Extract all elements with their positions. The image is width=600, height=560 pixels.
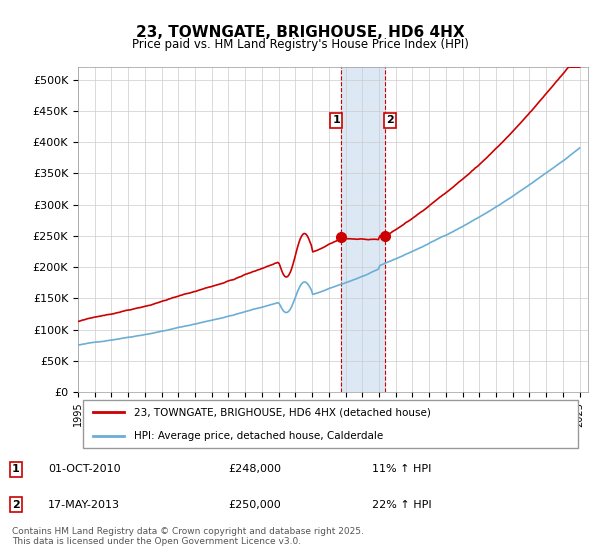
Text: 17-MAY-2013: 17-MAY-2013 [48, 500, 120, 510]
Text: 11% ↑ HPI: 11% ↑ HPI [372, 464, 431, 474]
Text: 23, TOWNGATE, BRIGHOUSE, HD6 4HX: 23, TOWNGATE, BRIGHOUSE, HD6 4HX [136, 25, 464, 40]
Text: Contains HM Land Registry data © Crown copyright and database right 2025.
This d: Contains HM Land Registry data © Crown c… [12, 526, 364, 546]
Text: HPI: Average price, detached house, Calderdale: HPI: Average price, detached house, Cald… [134, 431, 383, 441]
Text: 2: 2 [12, 500, 20, 510]
Text: 01-OCT-2010: 01-OCT-2010 [48, 464, 121, 474]
Text: 22% ↑ HPI: 22% ↑ HPI [372, 500, 431, 510]
Text: 2: 2 [386, 115, 394, 125]
Bar [341, 67, 385, 392]
Text: 1: 1 [12, 464, 20, 474]
Text: 23, TOWNGATE, BRIGHOUSE, HD6 4HX (detached house): 23, TOWNGATE, BRIGHOUSE, HD6 4HX (detach… [134, 408, 431, 418]
Text: £248,000: £248,000 [228, 464, 281, 474]
Text: Price paid vs. HM Land Registry's House Price Index (HPI): Price paid vs. HM Land Registry's House … [131, 38, 469, 50]
Text: £250,000: £250,000 [228, 500, 281, 510]
FancyBboxPatch shape [83, 400, 578, 448]
Text: 1: 1 [332, 115, 340, 125]
